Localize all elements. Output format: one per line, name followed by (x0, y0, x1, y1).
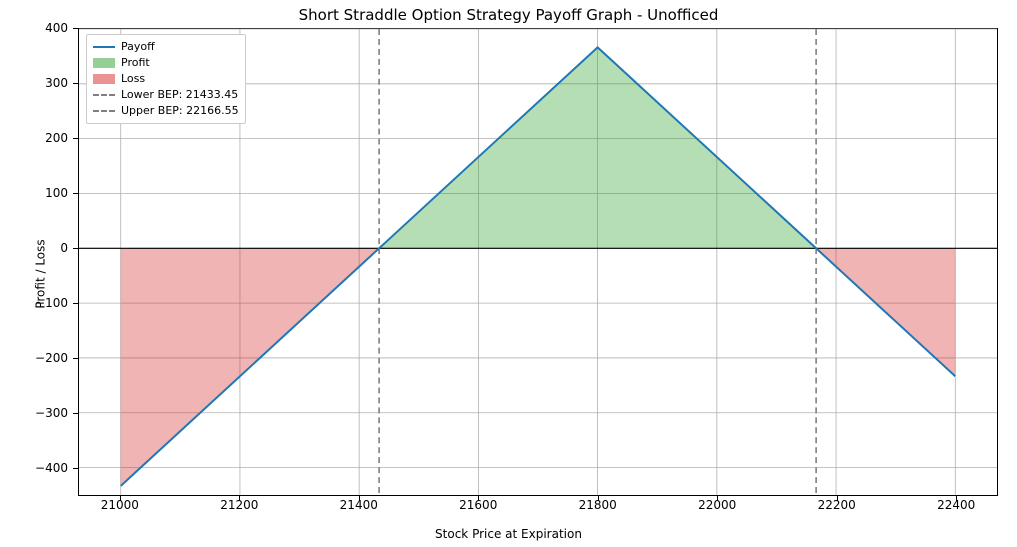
legend-label: Loss (121, 71, 145, 87)
x-tick-label: 21800 (579, 498, 617, 512)
x-axis-label: Stock Price at Expiration (0, 527, 1017, 541)
y-tick-label: −100 (35, 296, 68, 310)
box-swatch-icon (93, 58, 115, 68)
x-tick-label: 22000 (698, 498, 736, 512)
y-tick-mark (73, 358, 78, 359)
y-tick-label: 400 (45, 21, 68, 35)
y-tick-mark (73, 28, 78, 29)
y-tick-mark (73, 248, 78, 249)
legend-item-payoff: Payoff (93, 39, 239, 55)
y-tick-mark (73, 468, 78, 469)
y-tick-label: −400 (35, 461, 68, 475)
dash-swatch-icon (93, 90, 115, 100)
chart-container: Short Straddle Option Strategy Payoff Gr… (0, 0, 1017, 547)
legend-label: Upper BEP: 22166.55 (121, 103, 239, 119)
y-tick-mark (73, 303, 78, 304)
y-tick-mark (73, 413, 78, 414)
y-tick-label: 200 (45, 131, 68, 145)
x-tick-label: 21400 (340, 498, 378, 512)
legend-label: Payoff (121, 39, 155, 55)
line-swatch-icon (93, 42, 115, 52)
legend-item-loss: Loss (93, 71, 239, 87)
legend-item-lower-bep: Lower BEP: 21433.45 (93, 87, 239, 103)
y-tick-mark (73, 83, 78, 84)
x-tick-label: 22200 (818, 498, 856, 512)
dash-swatch-icon (93, 106, 115, 116)
y-tick-label: −200 (35, 351, 68, 365)
y-tick-label: 0 (60, 241, 68, 255)
x-tick-label: 21000 (101, 498, 139, 512)
legend-item-profit: Profit (93, 55, 239, 71)
legend-label: Lower BEP: 21433.45 (121, 87, 238, 103)
y-tick-mark (73, 193, 78, 194)
y-tick-mark (73, 138, 78, 139)
x-tick-label: 21200 (220, 498, 258, 512)
y-tick-label: 100 (45, 186, 68, 200)
x-tick-label: 21600 (459, 498, 497, 512)
chart-title: Short Straddle Option Strategy Payoff Gr… (0, 6, 1017, 24)
legend-item-upper-bep: Upper BEP: 22166.55 (93, 103, 239, 119)
y-tick-label: −300 (35, 406, 68, 420)
legend-label: Profit (121, 55, 150, 71)
box-swatch-icon (93, 74, 115, 84)
y-tick-label: 300 (45, 76, 68, 90)
x-tick-label: 22400 (937, 498, 975, 512)
legend: Payoff Profit Loss Lower BEP: 21433.45 U… (86, 34, 246, 124)
